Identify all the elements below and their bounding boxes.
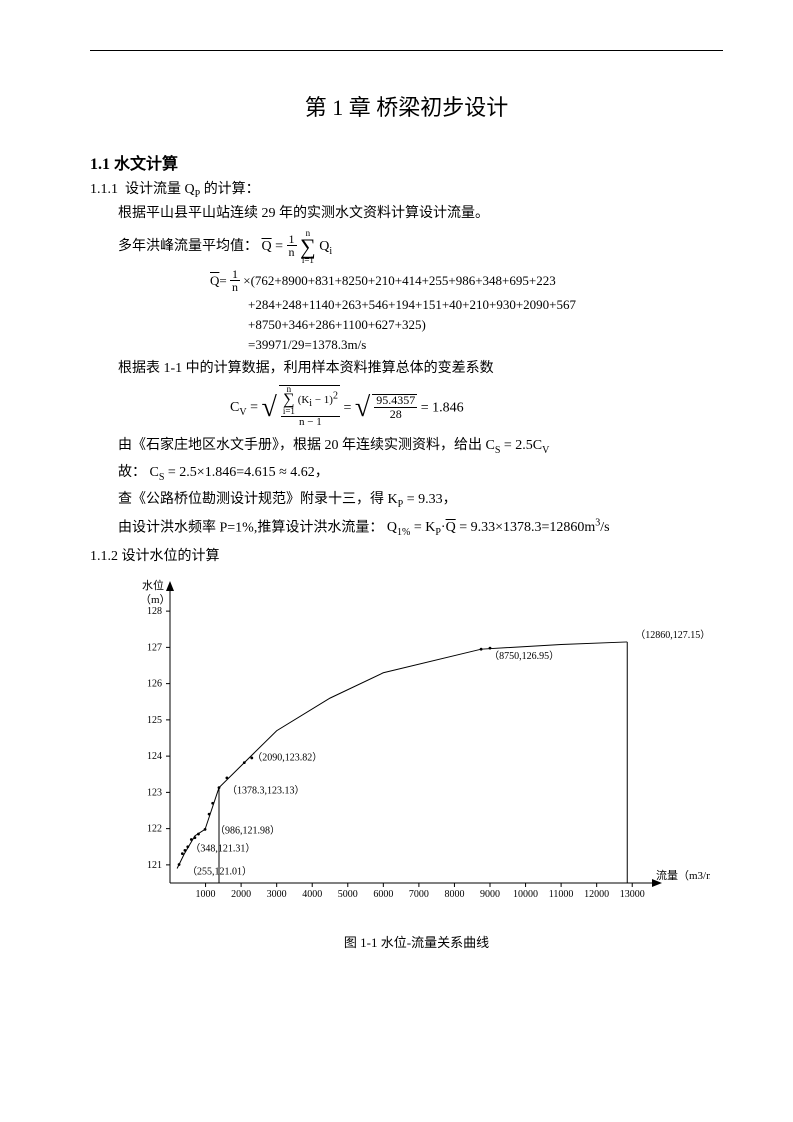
calc-line: =39971/29=1378.3m/s [248,335,723,355]
svg-text:2000: 2000 [231,889,251,900]
svg-text:12000: 12000 [584,889,609,900]
svg-text:（12860,127.15）: （12860,127.15） [635,629,710,641]
svg-text:（255,121.01）: （255,121.01） [187,865,252,877]
svg-text:125: 125 [147,715,162,726]
svg-text:（8750,126.95）: （8750,126.95） [489,650,559,662]
svg-text:127: 127 [147,642,162,653]
formula-mean: 多年洪峰流量平均值： Q = 1n n∑i=1 Qi [118,229,723,265]
svg-text:121: 121 [147,860,162,871]
chart-caption: 图 1-1 水位-流量关系曲线 [110,932,723,951]
formula-cv: CV = √ n∑i=1 (Ki − 1)2 n − 1 = √ 95.4357… [230,385,723,431]
cv-numerator: 95.4357 [374,394,417,408]
calc-text: (762+8900+831+8250+210+414+255+986+348+6… [251,273,556,288]
svg-text:11000: 11000 [549,889,574,900]
svg-text:122: 122 [147,824,162,835]
svg-text:5000: 5000 [338,889,358,900]
svg-text:9000: 9000 [480,889,500,900]
svg-text:（1378.3,123.13）: （1378.3,123.13） [227,785,305,797]
svg-text:水位: 水位 [142,578,164,592]
cv-denominator: 28 [374,408,417,421]
svg-text:（348,121.31）: （348,121.31） [190,843,255,855]
svg-text:（2090,123.82）: （2090,123.82） [252,752,322,764]
svg-text:124: 124 [147,751,162,762]
calc-line: Q= 1n ×(762+8900+831+8250+210+414+255+98… [210,269,723,295]
subsection-label: 1.1.1 设计流量 QP 的计算： [90,182,260,197]
chapter-title: 第 1 章 桥梁初步设计 [90,90,723,122]
text: 查《公路桥位勘测设计规范》附录十三，得 [118,492,384,507]
svg-text:126: 126 [147,679,162,690]
formula-inline: KP = 9.33 [388,492,443,507]
text: 由《石家庄地区水文手册》，根据 20 年连续实测资料，给出 [118,438,482,453]
section-heading-1-1: 1.1 水文计算 [90,150,723,174]
svg-text:流量（m3/n）: 流量（m3/n） [656,868,710,882]
paragraph: 故： CS = 2.5×1.846=4.615 ≈ 4.62， [118,462,723,486]
svg-text:128: 128 [147,606,162,617]
calc-block: Q= 1n ×(762+8900+831+8250+210+414+255+98… [210,269,723,356]
svg-text:13000: 13000 [620,889,645,900]
svg-text:（986,121.98）: （986,121.98） [215,824,280,836]
svg-text:6000: 6000 [373,889,393,900]
text: 由设计洪水频率 P=1%,推算设计洪水流量： [118,520,383,535]
svg-text:123: 123 [147,787,162,798]
svg-text:7000: 7000 [409,889,429,900]
svg-text:4000: 4000 [302,889,322,900]
text: 故： [118,465,146,480]
svg-text:8000: 8000 [444,889,464,900]
svg-text:10000: 10000 [513,889,538,900]
paragraph: 查《公路桥位勘测设计规范》附录十三，得 KP = 9.33， [118,489,723,513]
svg-text:（m）: （m） [140,593,171,606]
formula-label: 多年洪峰流量平均值： [118,239,258,254]
calc-line: +8750+346+286+1100+627+325) [248,315,723,335]
paragraph: 由设计洪水频率 P=1%,推算设计洪水流量： Q1% = KP·Q = 9.33… [118,516,723,541]
water-level-chart: 121 122 123 124 125 126 127 128 1000 2000 3000 4000… [110,573,723,951]
formula-inline: Q1% = KP·Q = 9.33×1378.3=12860m3/s [387,520,610,535]
subsection-heading-1-1-2: 1.1.2 设计水位的计算 [90,545,723,565]
paragraph: 根据表 1-1 中的计算数据，利用样本资料推算总体的变差系数 [118,358,723,380]
formula-inline: CS = 2.5CV [486,438,550,453]
calc-line: +284+248+1140+263+546+194+151+40+210+930… [248,295,723,315]
chart-svg: 121 122 123 124 125 126 127 128 1000 2000 3000 4000… [110,573,710,923]
formula-inline: CS = 2.5×1.846=4.615 ≈ 4.62 [150,465,315,480]
svg-text:3000: 3000 [267,889,287,900]
formula-expression: Q = 1n n∑i=1 Qi [262,239,333,254]
svg-text:1000: 1000 [196,889,216,900]
paragraph: 根据平山县平山站连续 29 年的实测水文资料计算设计流量。 [118,203,723,225]
subsection-heading-1-1-1: 1.1.1 设计流量 QP 的计算： [90,178,723,200]
cv-result: 1.846 [432,400,464,415]
paragraph: 由《石家庄地区水文手册》，根据 20 年连续实测资料，给出 CS = 2.5CV [118,435,723,459]
header-rule [90,50,723,51]
